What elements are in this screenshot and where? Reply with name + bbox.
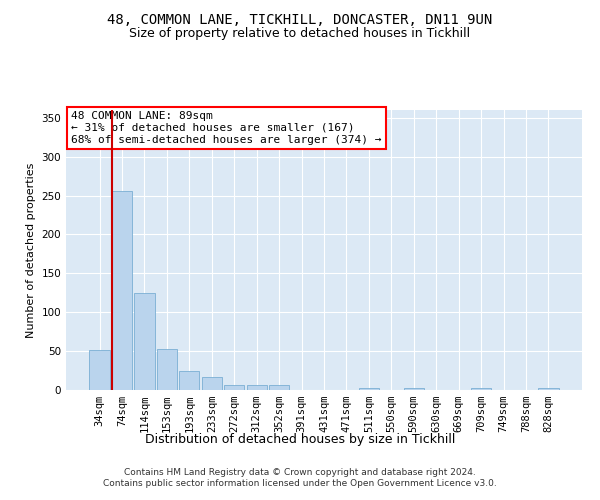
Text: 48 COMMON LANE: 89sqm
← 31% of detached houses are smaller (167)
68% of semi-det: 48 COMMON LANE: 89sqm ← 31% of detached … <box>71 112 382 144</box>
Bar <box>179 370 199 390</box>
Bar <box>202 377 222 390</box>
Bar <box>157 349 177 390</box>
Bar <box>269 384 289 390</box>
Bar <box>224 384 244 390</box>
Text: Contains HM Land Registry data © Crown copyright and database right 2024.
Contai: Contains HM Land Registry data © Crown c… <box>103 468 497 487</box>
Bar <box>359 388 379 390</box>
Text: Distribution of detached houses by size in Tickhill: Distribution of detached houses by size … <box>145 432 455 446</box>
Y-axis label: Number of detached properties: Number of detached properties <box>26 162 36 338</box>
Bar <box>538 388 559 390</box>
Bar <box>471 388 491 390</box>
Bar <box>404 388 424 390</box>
Bar <box>89 350 110 390</box>
Bar <box>247 384 267 390</box>
Bar <box>134 293 155 390</box>
Text: Size of property relative to detached houses in Tickhill: Size of property relative to detached ho… <box>130 28 470 40</box>
Text: 48, COMMON LANE, TICKHILL, DONCASTER, DN11 9UN: 48, COMMON LANE, TICKHILL, DONCASTER, DN… <box>107 12 493 26</box>
Bar <box>112 191 132 390</box>
